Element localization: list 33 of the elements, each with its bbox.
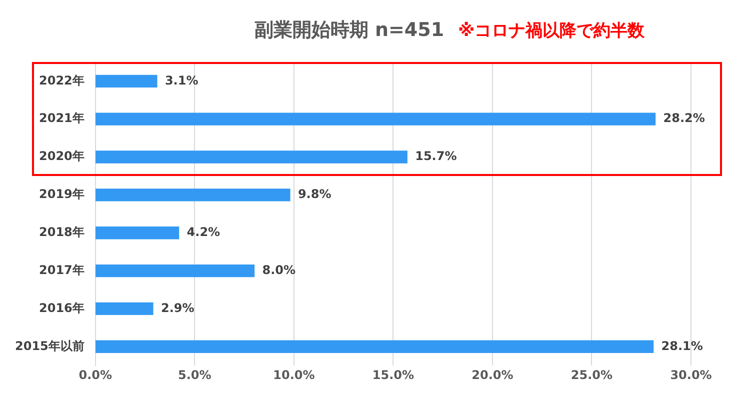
y-tick-label: 2015年以前 — [14, 338, 84, 353]
data-label: 4.2% — [186, 224, 220, 239]
x-tick-label: 10.0% — [273, 368, 315, 382]
chart-subtitle: ※コロナ禍以降で約半数 — [458, 21, 645, 41]
bar — [96, 188, 290, 202]
x-tick-label: 15.0% — [372, 368, 414, 382]
bar — [96, 150, 408, 164]
data-label: 8.0% — [262, 262, 296, 277]
bar — [96, 112, 656, 126]
bar — [96, 302, 154, 316]
y-tick-label: 2019年 — [38, 187, 84, 202]
y-tick-label: 2021年 — [38, 111, 84, 126]
x-tick-label: 5.0% — [178, 368, 212, 382]
data-label: 3.1% — [164, 73, 198, 88]
x-tick-label: 25.0% — [570, 368, 613, 382]
y-tick-label: 2017年 — [38, 262, 84, 277]
x-tick-label: 20.0% — [472, 368, 514, 382]
x-tick-label: 0.0% — [78, 368, 112, 382]
data-label: 15.7% — [415, 149, 457, 164]
data-label: 2.9% — [160, 300, 194, 315]
y-tick-label: 2018年 — [38, 224, 84, 239]
data-label: 9.8% — [298, 187, 332, 202]
data-label: 28.1% — [661, 338, 703, 353]
y-tick-label: 2022年 — [38, 73, 84, 88]
bar — [96, 74, 158, 88]
x-tick-label: 30.0% — [670, 368, 712, 382]
bar — [96, 264, 255, 278]
bar — [96, 340, 654, 353]
y-tick-label: 2020年 — [38, 149, 84, 164]
chart-title: 副業開始時期 n=451 — [254, 19, 444, 41]
bar — [96, 226, 180, 240]
data-label: 28.2% — [663, 111, 705, 126]
y-tick-label: 2016年 — [38, 300, 84, 315]
